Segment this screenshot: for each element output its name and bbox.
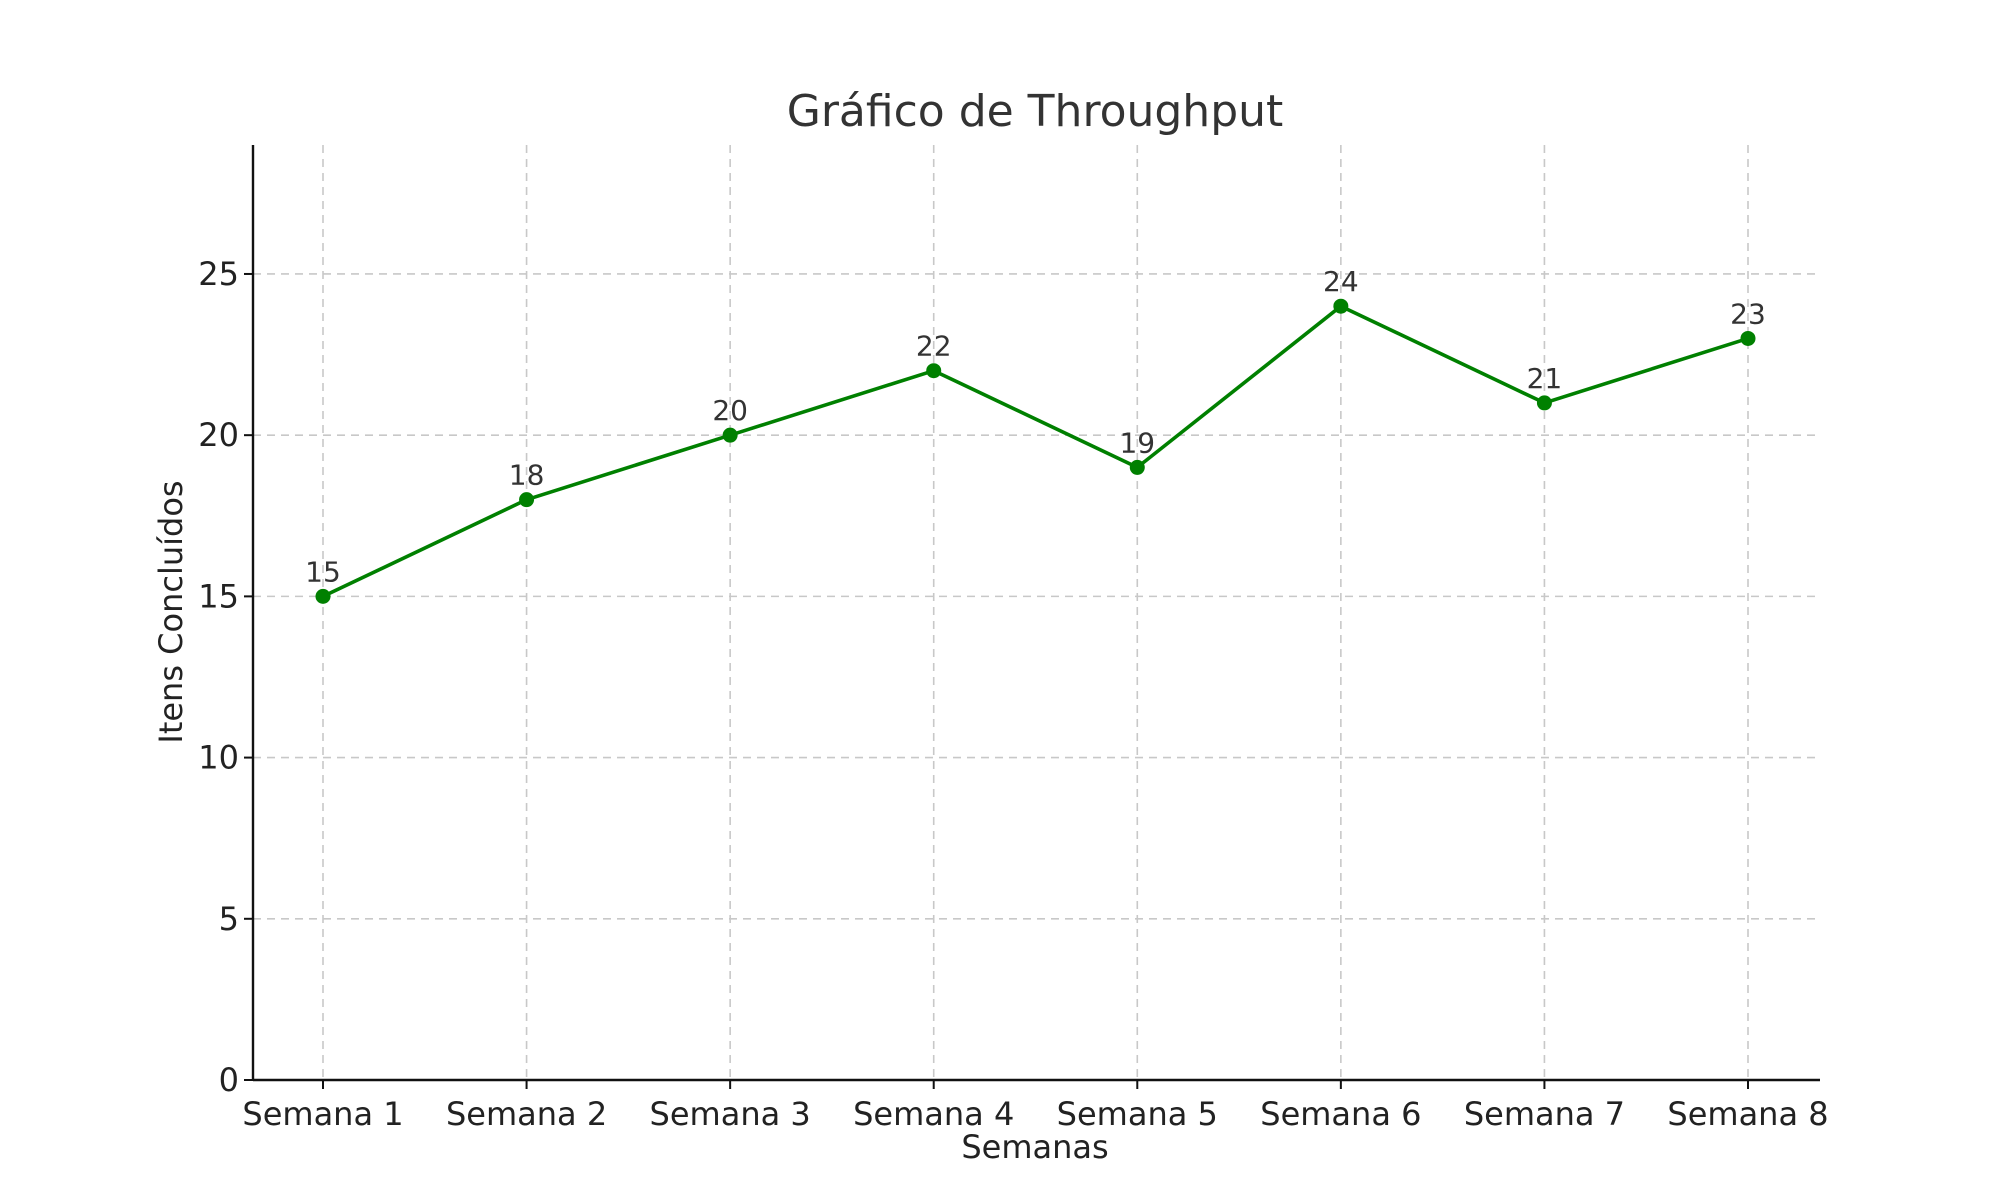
data-point bbox=[519, 492, 535, 508]
chart-title: Gráfico de Throughput bbox=[787, 86, 1284, 137]
data-label: 24 bbox=[1323, 265, 1359, 298]
data-point bbox=[1129, 459, 1145, 475]
x-tick-label: Semana 7 bbox=[1464, 1095, 1625, 1133]
y-tick-label: 10 bbox=[198, 739, 239, 777]
x-tick-label: Semana 6 bbox=[1260, 1095, 1421, 1133]
data-label: 19 bbox=[1119, 426, 1155, 459]
x-tick-label: Semana 5 bbox=[1057, 1095, 1218, 1133]
y-tick-label: 0 bbox=[219, 1061, 239, 1099]
x-tick-label: Semana 4 bbox=[853, 1095, 1014, 1133]
data-label: 21 bbox=[1527, 362, 1563, 395]
labels-layer: 15 18 20 22 19 24 21 23 bbox=[305, 265, 1766, 588]
x-tick-label: Semana 8 bbox=[1667, 1095, 1828, 1133]
data-point bbox=[1333, 298, 1349, 314]
data-label: 22 bbox=[916, 330, 952, 363]
y-tick-label: 20 bbox=[198, 416, 239, 454]
data-point bbox=[1536, 395, 1552, 411]
series-layer bbox=[315, 298, 1756, 604]
y-tick-label: 25 bbox=[198, 255, 239, 293]
data-point bbox=[1740, 330, 1756, 346]
data-label: 23 bbox=[1730, 297, 1766, 330]
axes-layer: 0 5 10 15 20 25 Semana 1 Semana 2 Semana 3 Semana… bbox=[198, 145, 1829, 1133]
data-label: 18 bbox=[509, 459, 545, 492]
y-axis-label: Itens Concluídos bbox=[152, 480, 190, 743]
data-point bbox=[722, 427, 738, 443]
data-label: 15 bbox=[305, 555, 341, 588]
y-tick-label: 5 bbox=[219, 900, 239, 938]
data-label: 20 bbox=[712, 394, 748, 427]
data-point bbox=[315, 588, 331, 604]
data-point bbox=[926, 363, 942, 379]
x-tick-label: Semana 1 bbox=[242, 1095, 403, 1133]
x-tick-label: Semana 3 bbox=[650, 1095, 811, 1133]
grid-layer bbox=[253, 145, 1820, 1080]
y-tick-label: 15 bbox=[198, 577, 239, 615]
x-tick-label: Semana 2 bbox=[446, 1095, 607, 1133]
series-line bbox=[322, 304, 1749, 599]
x-axis-label: Semanas bbox=[961, 1128, 1108, 1166]
